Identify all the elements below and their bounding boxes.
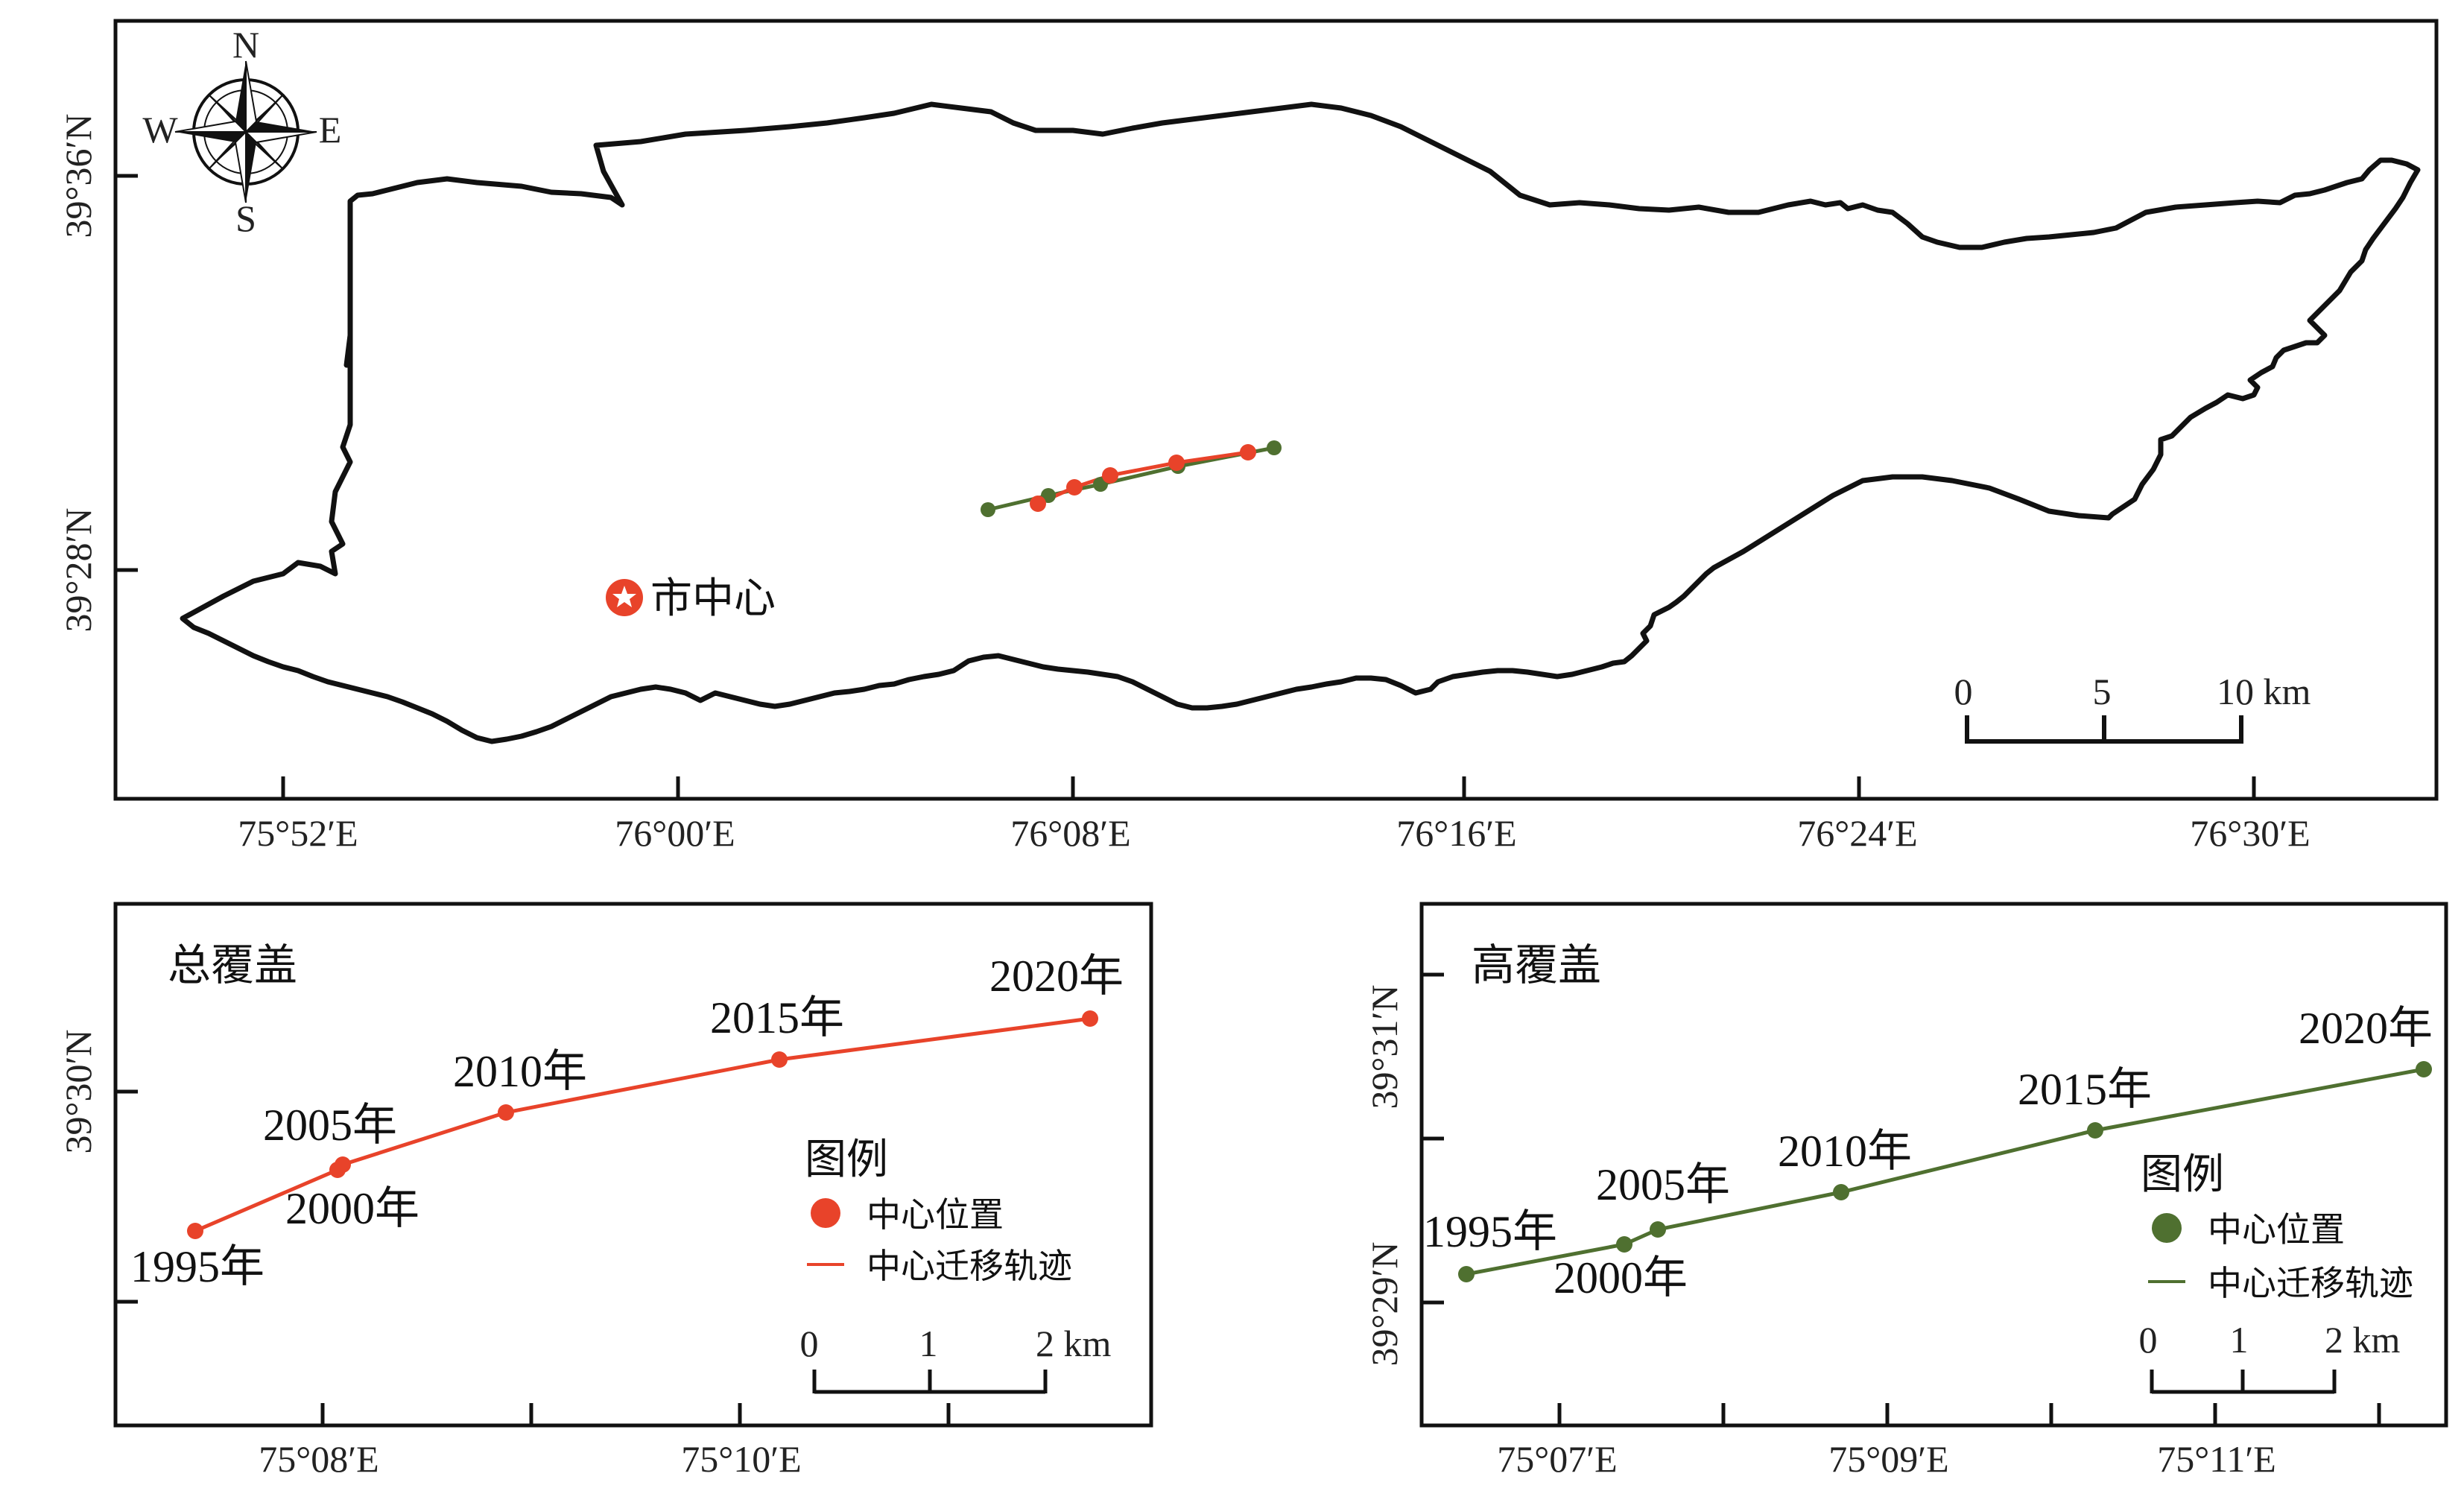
total-panel-point-1995: [187, 1223, 203, 1239]
total-scale-tick-2: 2 km: [1036, 1323, 1112, 1364]
main-map-frame: [113, 19, 2439, 801]
total-point-2015: [1168, 455, 1185, 471]
compass-w: W: [142, 109, 178, 151]
total-panel-point-2020: [1082, 1010, 1098, 1027]
high-panel-point-2005: [1650, 1221, 1666, 1238]
total-legend-point-label: 中心位置: [867, 1194, 1004, 1235]
total-scale-tick-1: 1: [919, 1323, 938, 1364]
high-year-2020: 2020年: [2299, 1004, 2433, 1053]
main-scale-tick-5: 5: [2093, 671, 2112, 712]
main-lon-label-2: 76°00′E: [615, 812, 735, 854]
total-year-2015: 2015年: [710, 993, 844, 1042]
high-legend-line-label: 中心迁移轨迹: [2208, 1263, 2413, 1303]
main-lon-label-4: 76°16′E: [1396, 812, 1516, 854]
total-lon-label-2: 75°10′E: [681, 1438, 801, 1480]
total-panel-points: [187, 1010, 1098, 1239]
high-panel-point-2020: [2416, 1061, 2432, 1077]
main-map: 市中心 N S E W: [57, 19, 2439, 854]
total-scale-tick-0: 0: [800, 1323, 819, 1364]
total-legend-line-label: 中心迁移轨迹: [867, 1246, 1072, 1286]
high-panel-point-1995: [1458, 1266, 1475, 1282]
compass-rose: N S E W: [142, 24, 341, 239]
high-scale-tick-2: 2 km: [2325, 1319, 2401, 1361]
high-lon-label-1: 75°07′E: [1497, 1438, 1617, 1480]
main-lon-label-5: 76°24′E: [1797, 812, 1917, 854]
high-panel-axes: 39°31′N 39°29′N 75°07′E 75°09′E 75°11′E: [1364, 972, 2381, 1480]
high-panel-title: 高覆盖: [1472, 940, 1601, 990]
compass-n: N: [232, 24, 259, 66]
high-panel-trajectory: [1466, 1067, 2425, 1276]
high-lat-label-1: 39°31′N: [1364, 984, 1405, 1109]
high-panel-points: [1458, 1061, 2432, 1282]
total-legend-title: 图例: [805, 1136, 888, 1184]
total-legend: 图例 中心位置 中心迁移轨迹: [805, 1136, 1072, 1286]
high-panel-point-2015: [2087, 1122, 2103, 1139]
high-lon-label-3: 75°11′E: [2157, 1438, 2276, 1480]
total-panel-axes: 39°30′N 75°08′E 75°10′E: [57, 1029, 951, 1480]
total-panel-frame: [113, 902, 1153, 1428]
main-lat-label-1: 39°36′N: [57, 113, 99, 238]
total-panel-point-2015: [771, 1051, 788, 1068]
high-legend-title: 图例: [2141, 1150, 2224, 1199]
total-point-1995: [1030, 496, 1046, 512]
total-cover-panel: 总覆盖 1995年 2000年 2005年 2010年 2015年 2020年 …: [57, 902, 1153, 1480]
high-panel-frame: [1419, 902, 2448, 1428]
high-lon-label-2: 75°09′E: [1828, 1438, 1948, 1480]
high-scale-bar: 0 1 2 km: [2139, 1319, 2401, 1394]
city-center-marker: [606, 579, 643, 616]
total-point-2020: [1240, 444, 1256, 460]
total-panel-point-2010: [498, 1104, 514, 1121]
high-year-2010: 2010年: [1778, 1127, 1912, 1176]
main-lat-axis: 39°36′N 39°28′N: [57, 113, 138, 633]
high-point-1995: [981, 502, 995, 517]
main-lon-axis: 75°52′E 76°00′E 76°08′E 76°16′E 76°24′E …: [238, 776, 2311, 854]
high-panel-point-2010: [1833, 1184, 1849, 1200]
compass-s: S: [235, 197, 256, 239]
high-lat-label-2: 39°29′N: [1364, 1241, 1405, 1366]
main-lat-label-2: 39°28′N: [57, 507, 99, 632]
total-cover-points: [1030, 444, 1256, 512]
high-scale-tick-1: 1: [2230, 1319, 2249, 1361]
total-year-2005: 2005年: [263, 1101, 397, 1150]
total-legend-point-symbol: [811, 1198, 840, 1228]
high-year-2015: 2015年: [2018, 1065, 2152, 1114]
main-scale-tick-0: 0: [1954, 671, 1973, 712]
high-legend-point-label: 中心位置: [2208, 1209, 2345, 1250]
high-panel-point-2000: [1616, 1236, 1632, 1253]
high-legend-point-symbol: [2152, 1213, 2182, 1243]
total-year-1995: 1995年: [130, 1242, 265, 1291]
total-lon-label-1: 75°08′E: [259, 1438, 379, 1480]
main-lon-label-6: 76°30′E: [2190, 812, 2310, 854]
high-cover-panel: 高覆盖 1995年 2000年 2005年 2010年 2015年 2020年 …: [1364, 902, 2448, 1480]
high-year-1995: 1995年: [1423, 1207, 1557, 1256]
main-lon-label-3: 76°08′E: [1010, 812, 1130, 854]
total-point-2010: [1102, 467, 1118, 484]
total-year-2000: 2000年: [285, 1184, 419, 1233]
total-year-2020: 2020年: [989, 952, 1124, 1001]
main-lon-label-1: 75°52′E: [238, 812, 358, 854]
total-year-2010: 2010年: [453, 1047, 587, 1096]
total-panel-title: 总覆盖: [168, 940, 297, 990]
study-area-boundary: [180, 101, 2421, 744]
compass-e: E: [319, 109, 342, 151]
high-scale-tick-0: 0: [2139, 1319, 2158, 1361]
total-point-2005: [1066, 479, 1083, 496]
high-point-2020: [1267, 440, 1282, 455]
main-scale-tick-10: 10 km: [2217, 671, 2311, 712]
total-panel-trajectory: [194, 1016, 1091, 1233]
high-year-2005: 2005年: [1596, 1160, 1730, 1209]
total-scale-bar: 0 1 2 km: [800, 1323, 1112, 1394]
high-legend: 图例 中心位置 中心迁移轨迹: [2141, 1150, 2413, 1303]
total-lat-label: 39°30′N: [57, 1029, 99, 1153]
city-center-label: 市中心: [650, 574, 776, 623]
total-panel-point-2005: [335, 1156, 351, 1173]
main-scale-bar: 0 5 10 km: [1954, 671, 2311, 744]
high-year-2000: 2000年: [1554, 1253, 1688, 1302]
